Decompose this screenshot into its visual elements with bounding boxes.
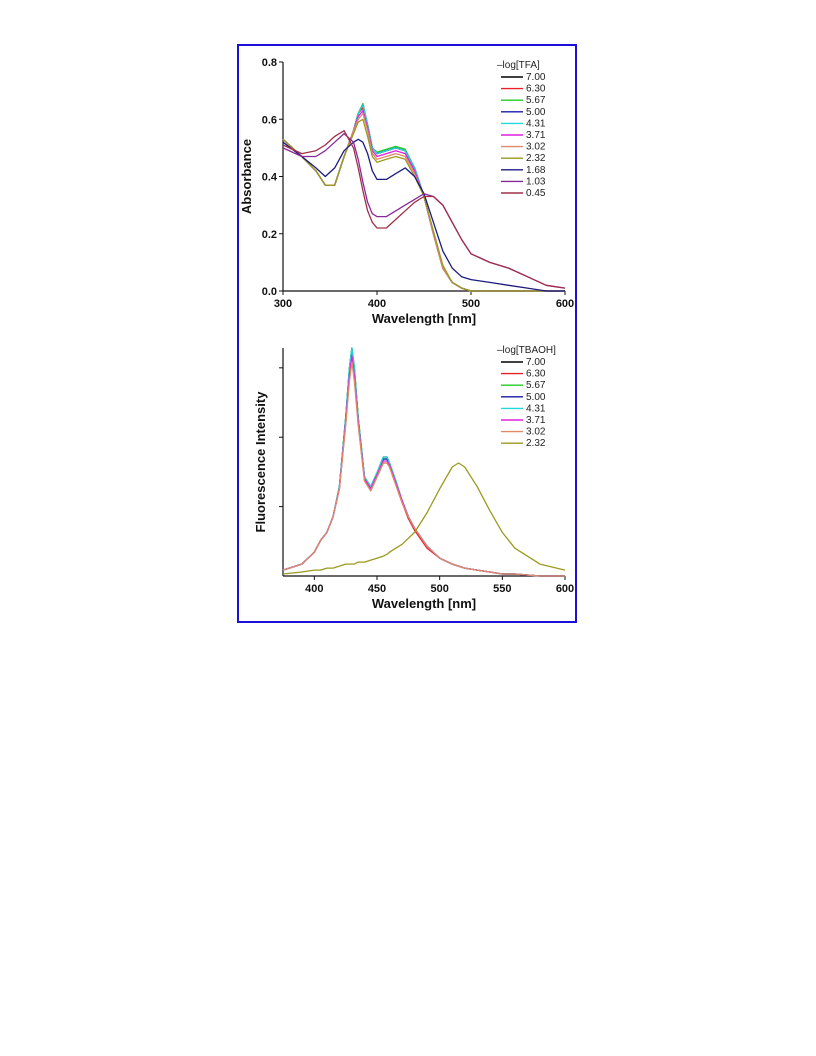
y-tick-label: 0.2 xyxy=(262,229,277,241)
x-tick-label: 550 xyxy=(493,583,511,595)
legend-label: 1.68 xyxy=(526,165,546,176)
y-tick-label: 0.8 xyxy=(262,57,277,69)
fluorescence-chart: 400 450 500 550 600 Wavelength [nm] Fluorescen… xyxy=(253,345,574,611)
series-line xyxy=(282,357,565,577)
legend-label: 5.67 xyxy=(526,380,546,391)
legend-label: 2.32 xyxy=(526,153,546,164)
y-tick-label: 0.4 xyxy=(262,172,278,184)
legend-label: 4.31 xyxy=(526,403,546,414)
legend-label: 3.71 xyxy=(526,130,546,141)
x-tick-label: 450 xyxy=(368,583,386,595)
x-tick-label: 600 xyxy=(556,298,574,310)
y-tick-label: 0.0 xyxy=(262,286,277,298)
series-line xyxy=(282,110,565,292)
x-tick-label: 300 xyxy=(274,298,292,310)
legend-title: –log[TBAOH] xyxy=(497,345,556,356)
series-line xyxy=(282,112,565,292)
y-tick-label: 0.6 xyxy=(262,114,277,126)
legend-label: 4.31 xyxy=(526,118,546,129)
legend-label: 3.71 xyxy=(526,415,546,426)
series-line xyxy=(282,118,565,292)
series-line xyxy=(282,130,566,289)
figure-frame: 300 400 500 600 0.0 0.2 0.4 0.6 0.8 Wavelength [n… xyxy=(237,44,577,623)
x-tick-label: 400 xyxy=(368,298,386,310)
legend-label: 5.00 xyxy=(526,392,546,403)
y-axis-title: Fluorescence Intensity xyxy=(253,391,268,533)
series-line xyxy=(282,132,566,289)
legend-label: 3.02 xyxy=(526,427,546,438)
x-tick-label: 600 xyxy=(556,583,574,595)
series-line xyxy=(282,138,565,292)
legend-label: 6.30 xyxy=(526,84,546,95)
x-tick-label: 400 xyxy=(305,583,323,595)
legend-label: 7.00 xyxy=(526,72,546,83)
x-tick-label: 500 xyxy=(430,583,448,595)
series-line xyxy=(282,361,565,577)
legend-label: 6.30 xyxy=(526,369,546,380)
legend-label: 7.00 xyxy=(526,357,546,368)
legend-label: 2.32 xyxy=(526,438,546,449)
x-axis-title: Wavelength [nm] xyxy=(372,311,476,326)
legend-label: 1.03 xyxy=(526,176,546,187)
x-axis-title: Wavelength [nm] xyxy=(372,596,476,611)
x-tick-label: 500 xyxy=(462,298,480,310)
legend-label: 3.02 xyxy=(526,142,546,153)
absorbance-chart: 300 400 500 600 0.0 0.2 0.4 0.6 0.8 Wavelength [n… xyxy=(239,57,574,326)
legend-label: 5.67 xyxy=(526,95,546,106)
legend-label: 0.45 xyxy=(526,188,546,199)
y-axis-title: Absorbance xyxy=(239,139,254,214)
legend-label: 5.00 xyxy=(526,107,546,118)
series-line xyxy=(282,462,566,575)
legend-title: –log[TFA] xyxy=(497,60,540,71)
